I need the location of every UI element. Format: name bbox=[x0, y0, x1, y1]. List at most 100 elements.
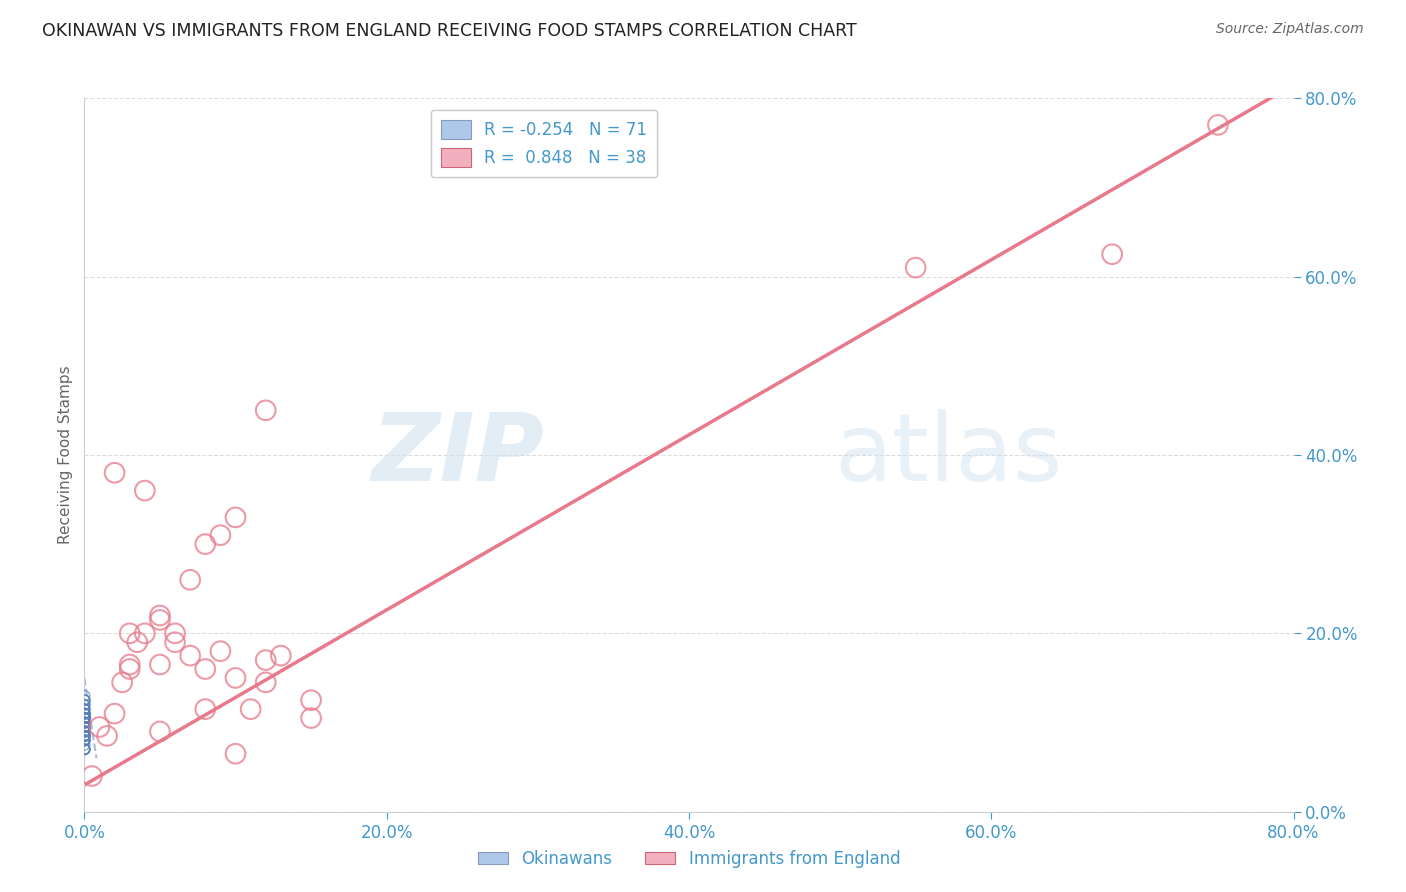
Point bbox=[73, 702, 96, 716]
Point bbox=[73, 711, 96, 725]
Point bbox=[73, 724, 96, 739]
Y-axis label: Receiving Food Stamps: Receiving Food Stamps bbox=[58, 366, 73, 544]
Point bbox=[104, 706, 127, 721]
Point bbox=[73, 720, 96, 734]
Point bbox=[73, 724, 96, 739]
Point bbox=[73, 689, 96, 703]
Point bbox=[127, 635, 149, 649]
Point bbox=[134, 626, 156, 640]
Point bbox=[904, 260, 927, 275]
Point bbox=[194, 662, 217, 676]
Point bbox=[73, 733, 96, 747]
Point bbox=[75, 711, 97, 725]
Point bbox=[96, 729, 118, 743]
Point bbox=[73, 729, 96, 743]
Point bbox=[73, 724, 96, 739]
Point bbox=[73, 706, 96, 721]
Point bbox=[73, 693, 96, 707]
Point bbox=[73, 724, 96, 739]
Point bbox=[73, 702, 96, 716]
Point bbox=[73, 715, 96, 730]
Point bbox=[73, 715, 96, 730]
Point bbox=[73, 702, 96, 716]
Point bbox=[239, 702, 262, 716]
Point bbox=[225, 747, 247, 761]
Point bbox=[73, 733, 96, 747]
Point bbox=[149, 608, 172, 623]
Point bbox=[73, 729, 96, 743]
Text: Source: ZipAtlas.com: Source: ZipAtlas.com bbox=[1216, 22, 1364, 37]
Point bbox=[225, 510, 247, 524]
Point bbox=[73, 742, 96, 756]
Point bbox=[73, 715, 96, 730]
Point bbox=[73, 738, 96, 752]
Point bbox=[149, 613, 172, 627]
Point bbox=[73, 706, 96, 721]
Text: atlas: atlas bbox=[834, 409, 1063, 501]
Point bbox=[73, 729, 96, 743]
Point bbox=[209, 528, 232, 542]
Point bbox=[1206, 118, 1229, 132]
Point bbox=[73, 698, 96, 712]
Point bbox=[73, 715, 96, 730]
Point bbox=[73, 711, 96, 725]
Point bbox=[73, 693, 96, 707]
Point bbox=[134, 483, 156, 498]
Point bbox=[118, 626, 141, 640]
Point bbox=[73, 720, 96, 734]
Point bbox=[73, 724, 96, 739]
Point bbox=[149, 724, 172, 739]
Point bbox=[73, 715, 96, 730]
Point bbox=[73, 706, 96, 721]
Point bbox=[73, 720, 96, 734]
Point bbox=[73, 742, 96, 756]
Point bbox=[73, 729, 96, 743]
Point bbox=[254, 403, 277, 417]
Point bbox=[73, 729, 96, 743]
Point bbox=[73, 724, 96, 739]
Point bbox=[73, 729, 96, 743]
Point bbox=[73, 733, 96, 747]
Point bbox=[73, 706, 96, 721]
Point bbox=[73, 720, 96, 734]
Point bbox=[73, 711, 96, 725]
Point bbox=[73, 729, 96, 743]
Point bbox=[73, 729, 96, 743]
Legend: Okinawans, Immigrants from England: Okinawans, Immigrants from England bbox=[471, 844, 907, 875]
Point bbox=[73, 715, 96, 730]
Point bbox=[73, 742, 96, 756]
Point bbox=[73, 706, 96, 721]
Point bbox=[73, 711, 96, 725]
Text: OKINAWAN VS IMMIGRANTS FROM ENGLAND RECEIVING FOOD STAMPS CORRELATION CHART: OKINAWAN VS IMMIGRANTS FROM ENGLAND RECE… bbox=[42, 22, 856, 40]
Point bbox=[194, 537, 217, 551]
Point bbox=[104, 466, 127, 480]
Point bbox=[73, 733, 96, 747]
Point bbox=[73, 720, 96, 734]
Point bbox=[73, 742, 96, 756]
Point bbox=[299, 693, 322, 707]
Point bbox=[179, 648, 201, 663]
Point bbox=[73, 733, 96, 747]
Point bbox=[209, 644, 232, 658]
Point bbox=[73, 720, 96, 734]
Point bbox=[118, 657, 141, 672]
Point bbox=[80, 769, 103, 783]
Point bbox=[254, 675, 277, 690]
Point bbox=[89, 720, 111, 734]
Point bbox=[1101, 247, 1123, 261]
Text: ZIP: ZIP bbox=[371, 409, 544, 501]
Point bbox=[194, 702, 217, 716]
Point bbox=[73, 742, 96, 756]
Point bbox=[73, 693, 96, 707]
Point bbox=[163, 635, 186, 649]
Point bbox=[73, 733, 96, 747]
Point bbox=[73, 702, 96, 716]
Point bbox=[73, 720, 96, 734]
Point bbox=[225, 671, 247, 685]
Point bbox=[163, 626, 186, 640]
Point bbox=[111, 675, 134, 690]
Point bbox=[179, 573, 201, 587]
Point bbox=[73, 720, 96, 734]
Point bbox=[73, 724, 96, 739]
Point bbox=[73, 724, 96, 739]
